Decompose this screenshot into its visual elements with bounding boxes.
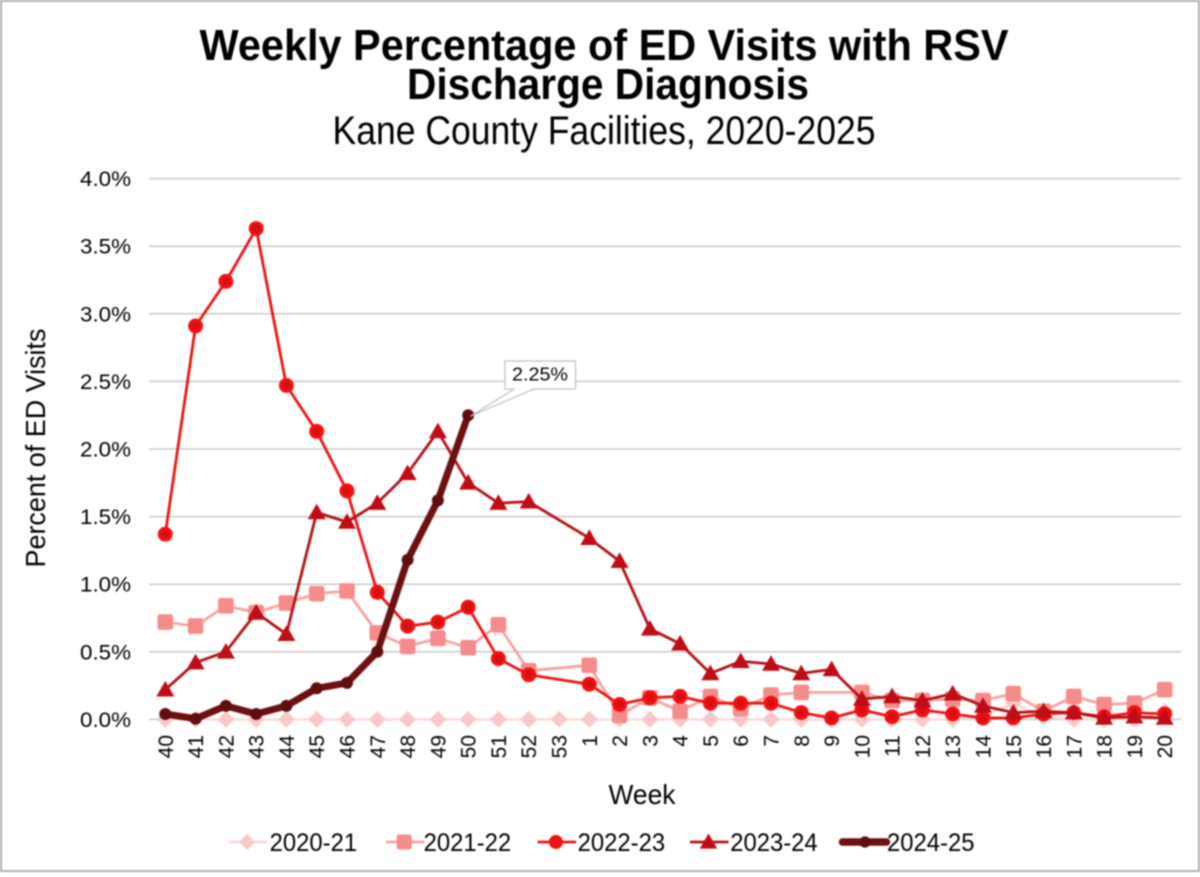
svg-text:4.0%: 4.0% — [80, 168, 131, 191]
svg-text:44: 44 — [276, 735, 299, 759]
svg-text:2.5%: 2.5% — [80, 371, 131, 394]
svg-text:8: 8 — [791, 735, 814, 747]
svg-text:Percent of ED Visits: Percent of ED Visits — [20, 329, 51, 568]
svg-text:5: 5 — [700, 735, 723, 747]
svg-text:40: 40 — [155, 735, 178, 758]
svg-text:18: 18 — [1094, 735, 1117, 758]
svg-text:16: 16 — [1033, 735, 1056, 758]
svg-text:3.5%: 3.5% — [80, 236, 131, 259]
svg-text:50: 50 — [458, 735, 481, 758]
svg-text:14: 14 — [973, 735, 996, 759]
svg-text:15: 15 — [1003, 735, 1026, 758]
svg-text:Discharge Diagnosis: Discharge Diagnosis — [407, 60, 809, 109]
svg-text:9: 9 — [821, 735, 844, 747]
svg-text:10: 10 — [851, 735, 874, 758]
svg-text:1.0%: 1.0% — [80, 574, 131, 597]
svg-text:1: 1 — [579, 735, 602, 747]
svg-text:42: 42 — [215, 735, 238, 758]
svg-text:2.0%: 2.0% — [80, 439, 131, 462]
svg-text:3: 3 — [639, 735, 662, 747]
svg-text:3.0%: 3.0% — [80, 303, 131, 326]
svg-text:52: 52 — [518, 735, 541, 758]
svg-text:2021-22: 2021-22 — [424, 829, 512, 857]
svg-text:2023-24: 2023-24 — [730, 829, 818, 857]
svg-text:19: 19 — [1124, 735, 1147, 758]
svg-text:7: 7 — [761, 735, 784, 747]
svg-text:6: 6 — [730, 735, 753, 747]
svg-text:13: 13 — [942, 735, 965, 758]
svg-text:12: 12 — [912, 735, 935, 758]
svg-text:4: 4 — [670, 735, 693, 747]
svg-text:Week: Week — [609, 779, 677, 810]
svg-text:49: 49 — [427, 735, 450, 758]
svg-text:Kane County Facilities, 2020-2: Kane County Facilities, 2020-2025 — [333, 109, 876, 153]
svg-text:2024-25: 2024-25 — [887, 829, 975, 857]
svg-text:41: 41 — [185, 735, 208, 758]
svg-text:45: 45 — [306, 735, 329, 758]
svg-text:46: 46 — [337, 735, 360, 758]
svg-text:53: 53 — [549, 735, 572, 758]
svg-text:1.5%: 1.5% — [80, 506, 131, 529]
svg-text:48: 48 — [397, 735, 420, 758]
svg-text:11: 11 — [882, 735, 905, 757]
svg-text:0.5%: 0.5% — [80, 641, 131, 664]
svg-text:20: 20 — [1154, 735, 1177, 758]
svg-text:2: 2 — [609, 735, 632, 747]
svg-text:43: 43 — [246, 735, 269, 758]
svg-text:2020-21: 2020-21 — [270, 829, 358, 857]
svg-text:2.25%: 2.25% — [512, 365, 568, 385]
svg-text:2022-23: 2022-23 — [578, 829, 666, 857]
svg-text:51: 51 — [488, 735, 511, 758]
svg-text:17: 17 — [1063, 735, 1086, 758]
svg-text:0.0%: 0.0% — [80, 709, 131, 732]
svg-text:Weekly Percentage of ED Visits: Weekly Percentage of ED Visits with RSV — [200, 21, 1010, 70]
svg-text:47: 47 — [367, 735, 390, 758]
